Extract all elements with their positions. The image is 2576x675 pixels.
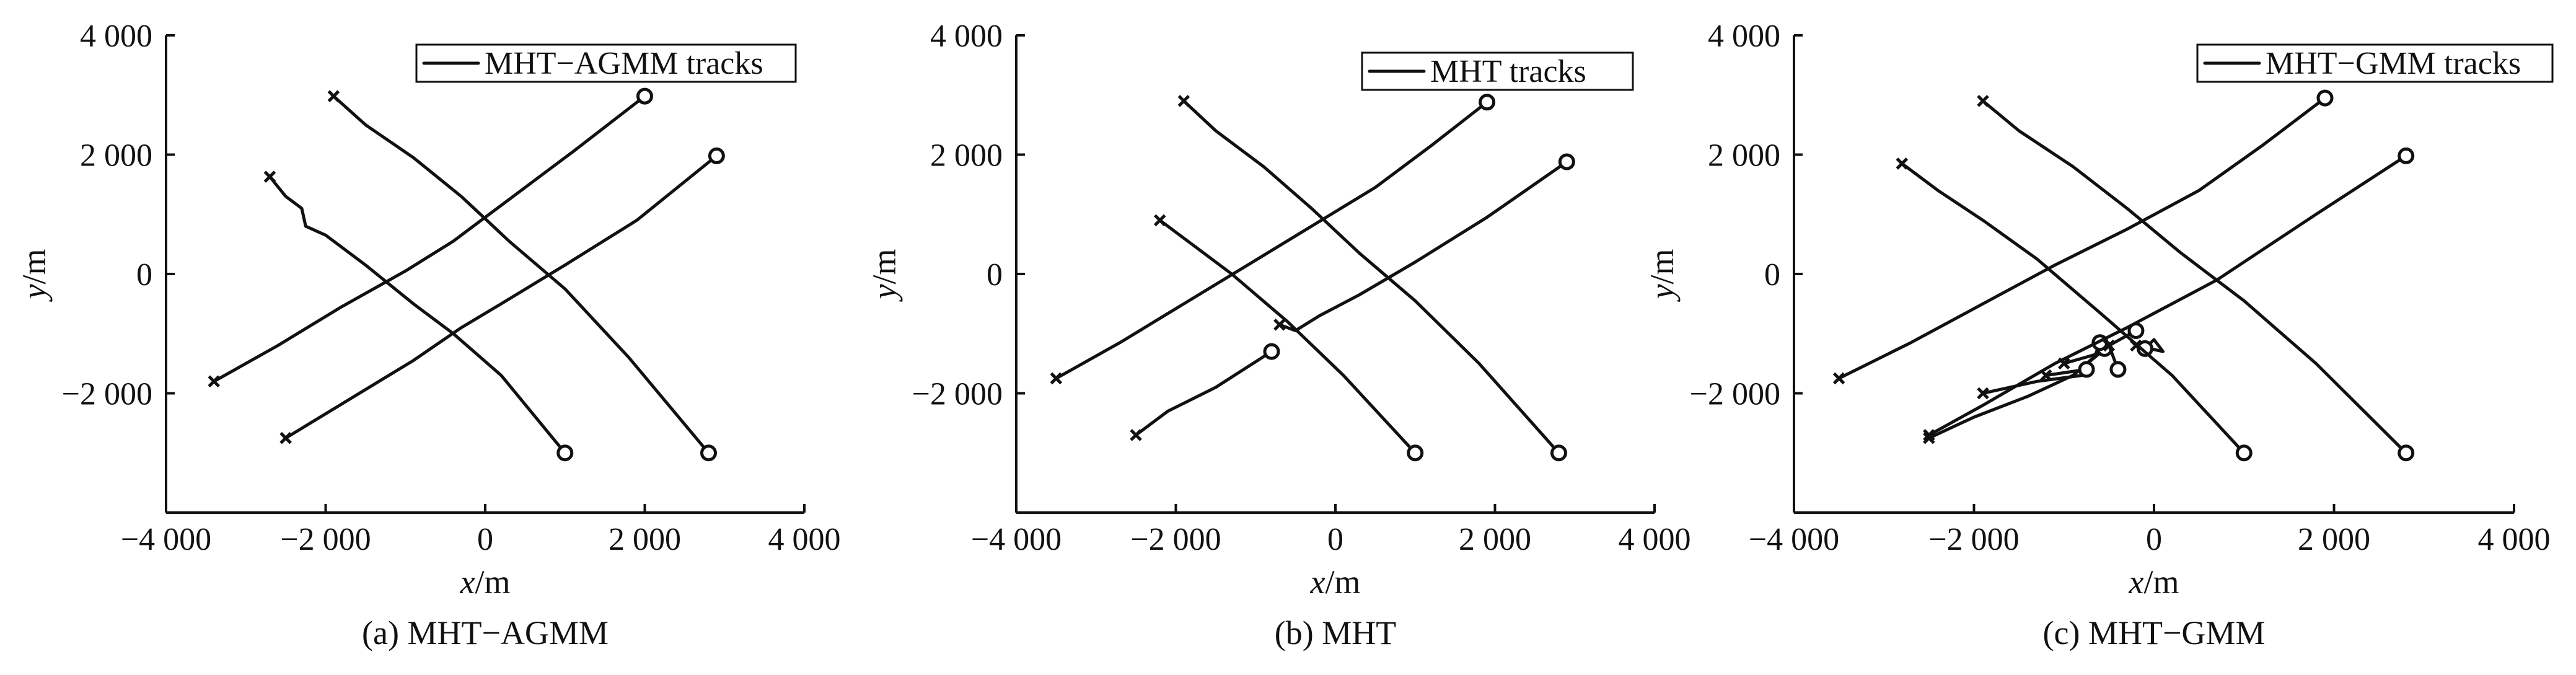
x-tick-label: 0 <box>477 522 493 557</box>
track-line <box>1927 154 2408 437</box>
track-end-marker <box>700 444 717 462</box>
track-start-marker <box>1896 157 1909 170</box>
track-start-marker <box>1977 95 1989 107</box>
x-tick-label: 2 000 <box>609 522 681 557</box>
track-end-marker <box>1263 343 1280 360</box>
track-start-marker <box>1977 387 1989 400</box>
track-line <box>1158 218 1417 455</box>
legend: MHT−AGMM tracks <box>415 43 797 83</box>
track-end-marker <box>1407 444 1424 462</box>
y-tick-label: 2 000 <box>1708 138 1780 174</box>
track-start-marker <box>1832 372 1845 385</box>
track-end-marker <box>708 147 725 164</box>
x-tick-label: −4 000 <box>971 522 1062 557</box>
track-start-marker <box>1153 214 1166 227</box>
legend: MHT−GMM tracks <box>2196 43 2554 83</box>
y-tick-label: 2 000 <box>80 138 152 174</box>
x-axis-title: x/m <box>1310 563 1361 601</box>
track-end-marker <box>2398 147 2415 164</box>
y-axis-title: y/m <box>866 249 903 302</box>
panel-caption: (c) MHT−GMM <box>2043 614 2266 651</box>
x-tick-label: 4 000 <box>2478 522 2551 557</box>
y-tick-label: −2 000 <box>1690 377 1780 412</box>
y-tick-label: −2 000 <box>912 377 1003 412</box>
x-tick-label: 2 000 <box>2298 522 2370 557</box>
track-end-marker <box>2316 89 2334 107</box>
track-end-marker <box>2136 340 2153 357</box>
track-line <box>284 154 718 440</box>
chart-panel: −4 000 −2 000 0 2 000 4 000 −2 000 0 2 000 4 000… <box>866 19 1691 651</box>
x-tick-label: −2 000 <box>280 522 371 557</box>
track-start-marker <box>1273 319 1286 331</box>
y-tick-label: 4 000 <box>1708 19 1780 54</box>
track-start-marker <box>279 431 292 444</box>
y-axis-title: y/m <box>15 249 53 302</box>
track-line <box>1981 99 2408 455</box>
chart-panel: −4 000 −2 000 0 2 000 4 000 −2 000 0 2 000 4 000… <box>15 19 841 651</box>
track-line <box>1054 100 1489 380</box>
panel-caption: (a) MHT−AGMM <box>362 614 609 651</box>
y-tick-label: 0 <box>987 257 1003 293</box>
track-end-marker <box>1479 94 1496 111</box>
y-axis-title: y/m <box>1643 249 1681 302</box>
track-end-marker <box>2398 444 2415 462</box>
track-line <box>1278 160 1568 332</box>
track-start-marker <box>327 90 340 102</box>
track-line <box>1837 96 2327 380</box>
y-tick-label: −2 000 <box>62 377 152 412</box>
track-line <box>332 94 710 455</box>
track-line <box>212 94 646 383</box>
track-end-marker <box>2109 361 2127 378</box>
track-start-marker <box>2103 339 2116 352</box>
x-axis-title: x/m <box>2129 563 2179 601</box>
track-end-marker <box>1558 153 1575 170</box>
track-end-marker <box>1550 444 1567 462</box>
track-end-marker <box>2235 444 2253 462</box>
track-end-marker <box>2078 361 2095 378</box>
y-tick-label: 4 000 <box>930 19 1003 54</box>
x-tick-label: 0 <box>1327 522 1343 557</box>
y-tick-label: 2 000 <box>930 138 1003 174</box>
x-tick-label: −4 000 <box>121 522 211 557</box>
track-start-marker <box>1050 372 1063 385</box>
track-start-marker <box>1130 429 1142 441</box>
track-start-marker <box>208 375 221 388</box>
legend: MHT tracks <box>1361 51 1634 91</box>
panel-caption: (b) MHT <box>1275 614 1396 651</box>
y-tick-label: 0 <box>1764 257 1780 293</box>
track-line <box>268 175 567 455</box>
chart-panel: −4 000 −2 000 0 2 000 4 000 −2 000 0 2 000 4 000… <box>1643 19 2554 651</box>
x-tick-label: 4 000 <box>768 522 841 557</box>
track-start-marker <box>1923 429 1935 441</box>
x-tick-label: −4 000 <box>1749 522 1839 557</box>
x-tick-label: 0 <box>2146 522 2162 557</box>
legend-label: MHT−GMM tracks <box>2266 46 2521 81</box>
track-start-marker <box>1177 95 1190 107</box>
x-tick-label: 4 000 <box>1619 522 1691 557</box>
y-tick-label: 4 000 <box>80 19 152 54</box>
track-end-marker <box>556 444 574 462</box>
x-tick-label: −2 000 <box>1928 522 2019 557</box>
x-tick-label: 2 000 <box>1459 522 1531 557</box>
x-tick-label: −2 000 <box>1130 522 1221 557</box>
y-tick-label: 0 <box>136 257 152 293</box>
legend-label: MHT tracks <box>1430 54 1586 89</box>
track-start-marker <box>263 170 276 183</box>
legend-label: MHT−AGMM tracks <box>485 46 763 81</box>
track-line <box>1134 350 1273 437</box>
track-end-marker <box>636 87 653 105</box>
track-line <box>1900 162 2246 455</box>
track-line <box>1182 99 1560 455</box>
x-axis-title: x/m <box>460 563 511 601</box>
